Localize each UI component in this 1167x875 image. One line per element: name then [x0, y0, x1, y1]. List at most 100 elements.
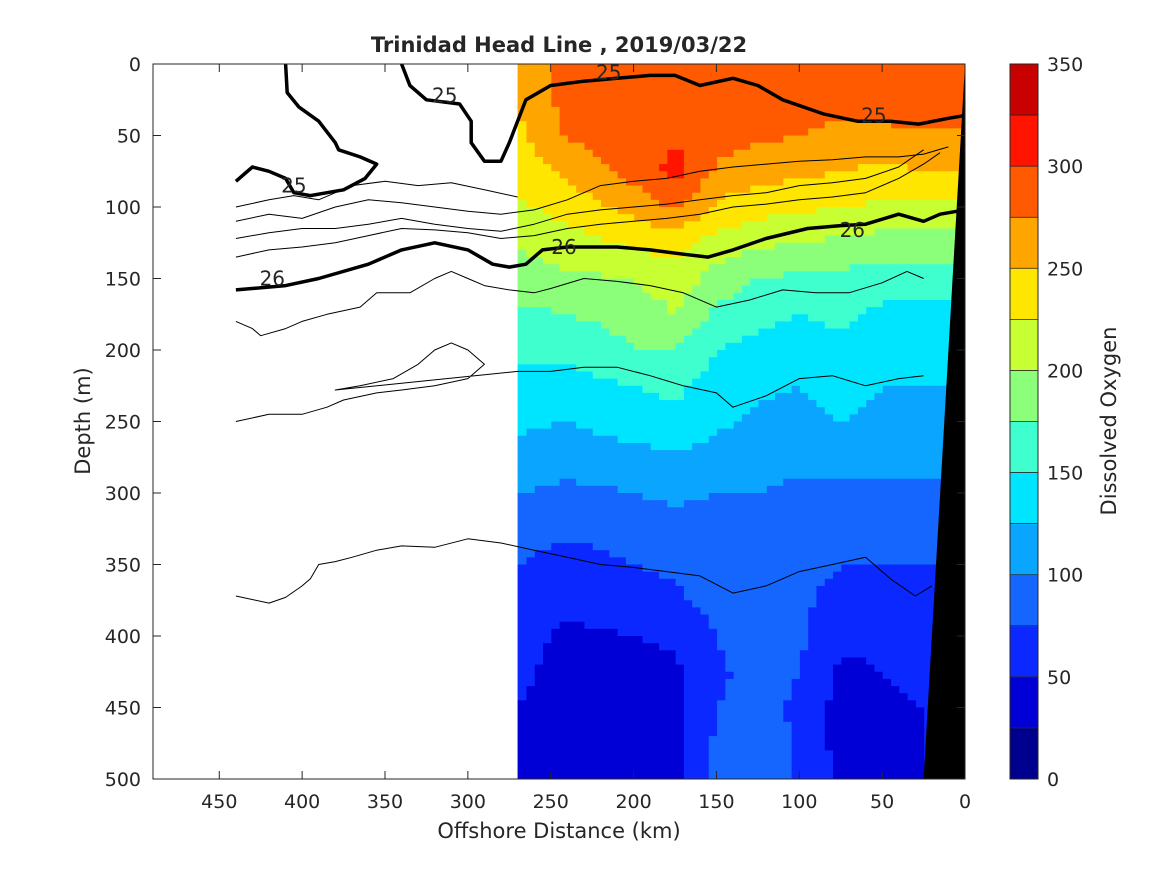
heatmap-cell	[757, 671, 767, 680]
heatmap-cell	[741, 450, 751, 458]
heatmap-cell	[666, 292, 676, 301]
heatmap-cell	[733, 271, 742, 280]
heatmap-cell	[849, 249, 858, 258]
heatmap-cell	[608, 357, 618, 365]
heatmap-cell	[824, 185, 834, 194]
heatmap-cell	[683, 378, 693, 387]
heatmap-cell	[741, 299, 751, 308]
heatmap-cell	[724, 736, 734, 744]
heatmap-cell	[873, 164, 883, 172]
heatmap-cell	[890, 686, 900, 694]
heatmap-cell	[774, 493, 784, 501]
heatmap-cell	[583, 671, 593, 680]
heatmap-cell	[550, 636, 560, 644]
heatmap-cell	[840, 543, 850, 551]
heatmap-cell	[650, 128, 660, 137]
heatmap-cell	[600, 571, 610, 580]
heatmap-cell	[600, 149, 610, 158]
heatmap-cell	[898, 700, 908, 709]
heatmap-cell	[708, 743, 718, 751]
heatmap-cell	[907, 350, 916, 358]
heatmap-cell	[716, 593, 726, 601]
heatmap-cell	[641, 314, 651, 322]
heatmap-cell	[733, 400, 742, 408]
heatmap-cell	[741, 650, 751, 659]
heatmap-cell	[699, 771, 709, 779]
heatmap-cell	[915, 728, 925, 737]
heatmap-cell	[575, 149, 585, 158]
heatmap-cell	[658, 392, 668, 401]
heatmap-cell	[633, 385, 643, 394]
heatmap-cell	[774, 478, 784, 487]
heatmap-cell	[617, 614, 626, 623]
heatmap-cell	[898, 171, 908, 179]
heatmap-cell	[733, 457, 742, 465]
heatmap-cell	[907, 378, 916, 387]
heatmap-cell	[931, 450, 941, 458]
heatmap-cell	[716, 714, 726, 723]
heatmap-cell	[757, 442, 767, 451]
heatmap-cell	[733, 128, 742, 137]
heatmap-cell	[666, 364, 676, 373]
heatmap-cell	[625, 407, 635, 415]
heatmap-cell	[923, 321, 933, 330]
heatmap-cell	[600, 92, 610, 101]
heatmap-cell	[757, 507, 767, 516]
heatmap-cell	[931, 392, 941, 401]
heatmap-cell	[575, 171, 585, 179]
heatmap-cell	[766, 335, 776, 344]
heatmap-cell	[658, 257, 668, 265]
heatmap-cell	[592, 321, 602, 330]
heatmap-cell	[948, 106, 958, 115]
heatmap-cell	[815, 178, 825, 187]
heatmap-cell	[774, 693, 784, 701]
heatmap-cell	[658, 614, 668, 623]
heatmap-cell	[617, 149, 626, 158]
heatmap-cell	[849, 342, 858, 351]
heatmap-cell	[807, 428, 817, 437]
heatmap-cell	[600, 142, 610, 151]
heatmap-cell	[716, 535, 726, 544]
heatmap-cell	[699, 643, 709, 651]
heatmap-cell	[898, 557, 908, 566]
heatmap-cell	[840, 335, 850, 344]
heatmap-cell	[733, 442, 742, 451]
heatmap-cell	[857, 292, 867, 301]
heatmap-cell	[559, 450, 568, 458]
heatmap-cell	[724, 543, 734, 551]
heatmap-cell	[617, 378, 626, 387]
heatmap-cell	[650, 221, 660, 230]
heatmap-cell	[766, 164, 776, 172]
heatmap-cell	[815, 428, 825, 437]
heatmap-cell	[890, 528, 900, 537]
heatmap-cell	[575, 435, 585, 444]
heatmap-cell	[608, 507, 618, 516]
heatmap-cell	[757, 378, 767, 387]
heatmap-cell	[666, 550, 676, 558]
heatmap-cell	[774, 564, 784, 573]
heatmap-cell	[766, 636, 776, 644]
heatmap-cell	[915, 564, 925, 573]
heatmap-cell	[857, 485, 867, 494]
heatmap-cell	[807, 400, 817, 408]
heatmap-cell	[617, 171, 626, 179]
heatmap-cell	[708, 385, 718, 394]
heatmap-cell	[824, 121, 834, 129]
heatmap-cell	[824, 478, 834, 487]
heatmap-cell	[782, 257, 792, 265]
heatmap-cell	[617, 535, 626, 544]
heatmap-cell	[675, 564, 684, 573]
heatmap-cell	[791, 385, 800, 394]
heatmap-cell	[592, 736, 602, 744]
heatmap-cell	[791, 764, 800, 773]
heatmap-cell	[658, 550, 668, 558]
heatmap-cell	[641, 614, 651, 623]
heatmap-cell	[567, 364, 577, 373]
heatmap-cell	[766, 414, 776, 423]
heatmap-cell	[575, 106, 585, 115]
heatmap-cell	[907, 71, 916, 79]
heatmap-cell	[567, 607, 577, 616]
heatmap-cell	[857, 171, 867, 179]
heatmap-cell	[815, 600, 825, 608]
heatmap-cell	[948, 264, 958, 272]
